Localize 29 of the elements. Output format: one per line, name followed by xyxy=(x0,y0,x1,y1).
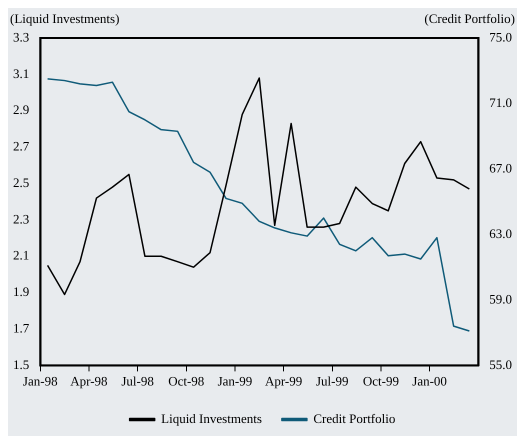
y-tick-label: 3.3 xyxy=(13,29,30,44)
legend-label: Liquid Investments xyxy=(161,410,262,426)
y-tick-label: 2.9 xyxy=(13,102,30,118)
x-tick-label: Jul-99 xyxy=(316,374,348,389)
x-tick-label: Oct-99 xyxy=(362,374,399,389)
y-tick-label: 2.3 xyxy=(13,211,30,226)
y-tick-label: 1.5 xyxy=(13,356,30,372)
y2-tick-label: 59.0 xyxy=(489,291,512,306)
y-tick-label: 2.1 xyxy=(13,248,30,263)
y2-tick-label: 75.0 xyxy=(489,29,512,44)
y-tick-label: 1.9 xyxy=(13,284,30,300)
y-tick-label: 3.1 xyxy=(13,66,30,81)
y-tick-label: 2.5 xyxy=(13,174,30,190)
x-tick-label: Apr-98 xyxy=(70,374,108,389)
y-tick-label: 1.7 xyxy=(13,320,30,336)
x-tick-label: Apr-99 xyxy=(264,374,302,389)
y-axis-title: (Liquid Investments) xyxy=(10,10,120,26)
x-tick-label: Jul-98 xyxy=(121,374,154,389)
x-tick-label: Oct-98 xyxy=(168,374,204,389)
x-tick-label: Jan-00 xyxy=(412,374,447,389)
y2-axis-title: (Credit Portfolio) xyxy=(424,10,515,26)
x-tick-label: Jan-98 xyxy=(22,374,58,389)
y2-tick-label: 71.0 xyxy=(489,94,512,110)
y2-tick-label: 63.0 xyxy=(489,226,512,241)
y2-tick-label: 67.0 xyxy=(489,160,512,176)
legend-label: Credit Portfolio xyxy=(313,410,396,426)
y2-tick-label: 55.0 xyxy=(489,356,512,372)
y-tick-label: 2.7 xyxy=(13,138,30,154)
x-tick-label: Jan-99 xyxy=(218,374,252,389)
